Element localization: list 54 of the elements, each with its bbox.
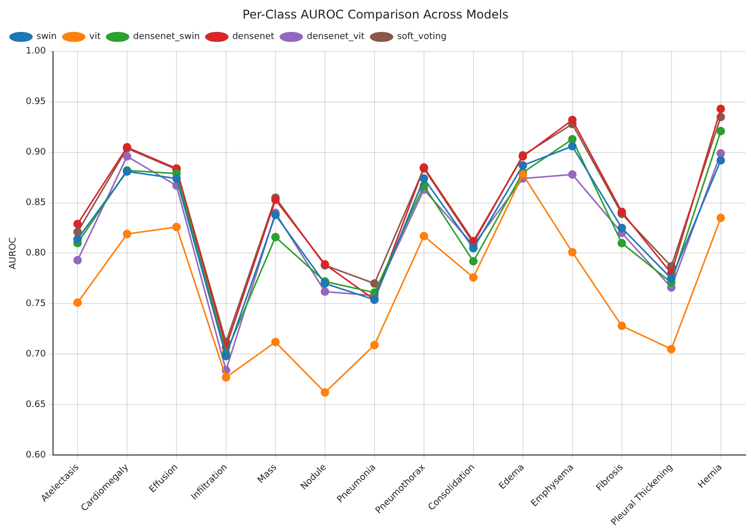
point [222,352,230,360]
point [518,161,528,170]
point [568,142,577,151]
point [320,388,330,397]
point [469,257,478,266]
point [716,126,726,136]
y-tick-label: 1.00 [26,46,46,57]
point [716,104,726,114]
point [568,116,577,124]
point [172,174,181,183]
point [618,322,626,330]
point [420,232,428,240]
y-tick-label: 0.60 [26,450,46,460]
point [73,256,82,265]
point [73,220,82,228]
legend-label: densenet_vit [306,32,366,42]
point [568,248,577,256]
y-tick-label: 0.75 [26,299,46,310]
point [320,287,330,296]
point [73,298,82,307]
legend-label: swin [36,32,57,42]
chart-title: Per-Class AUROC Comparison Across Models [242,7,508,22]
point [420,174,428,183]
y-tick-label: 0.90 [26,148,46,158]
y-tick-label: 0.70 [26,349,46,360]
point [370,279,379,288]
point [618,224,626,232]
legend-label: densenet_swin [133,32,200,42]
y-tick-label: 0.85 [26,198,46,208]
point [568,170,577,179]
y-tick-label: 0.65 [26,400,46,410]
point [172,222,181,232]
point [618,238,626,248]
point [667,344,676,354]
point [222,373,230,382]
point [271,232,280,242]
point [716,214,726,222]
point [716,149,726,158]
legend-label: densenet [232,32,275,42]
point [122,230,132,238]
point [370,340,379,350]
point [73,234,82,244]
y-axis-title: AUROC [8,237,19,270]
point [568,134,577,144]
point [271,338,280,346]
legend-label: soft_voting [397,32,447,42]
point [716,156,726,165]
legend-label: vit [89,32,102,42]
point [469,244,478,252]
point [122,152,132,161]
y-tick-label: 0.80 [26,248,46,259]
y-tick-label: 0.95 [26,97,46,108]
point [667,274,676,283]
point [469,273,478,282]
